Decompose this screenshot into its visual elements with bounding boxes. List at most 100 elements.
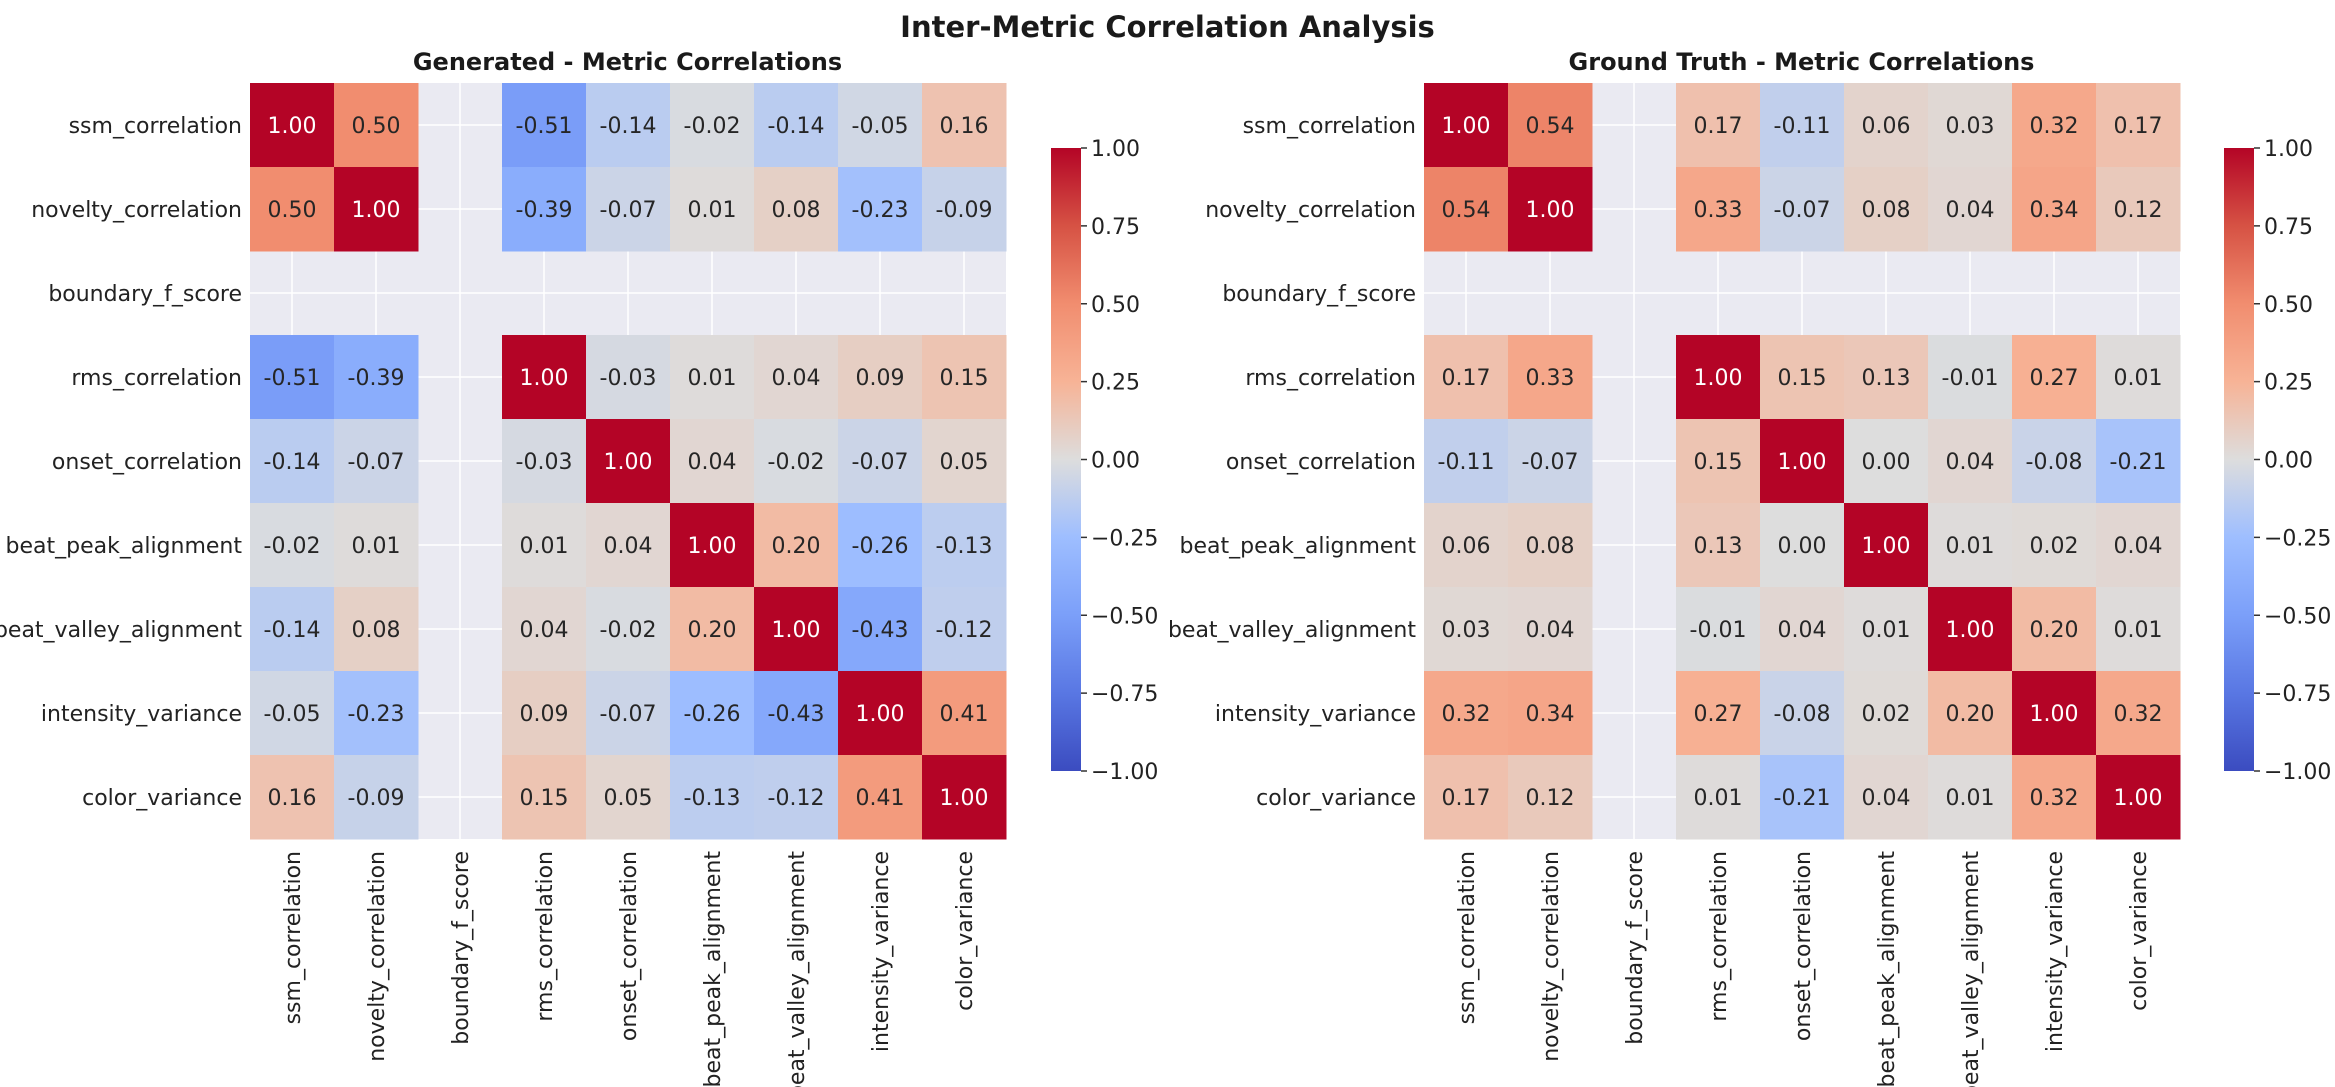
cell-value-label: 1.00 xyxy=(1526,198,1575,223)
colorbar-tick-label: 0.75 xyxy=(2264,215,2313,240)
cell-value-label: 0.20 xyxy=(1946,702,1995,727)
cell-value-label: -0.13 xyxy=(684,786,741,811)
cell-value-label: -0.02 xyxy=(600,618,657,643)
heatmap-panel-0: 1.00 0.50 -0.51 -0.14 -0.02 -0.14 -0.05 0.16 0.5… xyxy=(0,83,1158,1087)
y-tick-label: beat_valley_alignment xyxy=(1168,618,1416,643)
cell-value-label: 0.03 xyxy=(1442,618,1491,643)
cell-value-label: -0.12 xyxy=(768,786,825,811)
cell-value-label: 0.16 xyxy=(940,114,989,139)
heatmap-cell xyxy=(1928,587,2013,672)
cell-value-label: 0.01 xyxy=(688,366,737,391)
heatmap-cell xyxy=(1508,503,1593,588)
cell-value-label: 0.01 xyxy=(1946,534,1995,559)
heatmap-cell xyxy=(922,335,1007,420)
x-tick-label: intensity_variance xyxy=(2043,851,2068,1052)
cell-value-label: 0.41 xyxy=(940,702,989,727)
heatmap-cell xyxy=(1760,419,1845,504)
heatmap-cell xyxy=(670,587,755,672)
heatmap-cell xyxy=(670,167,755,252)
colorbar-tick-label: −0.25 xyxy=(1091,526,1158,551)
cell-value-label: 0.06 xyxy=(1442,534,1491,559)
heatmap-cell xyxy=(1424,419,1509,504)
x-tick-label: color_variance xyxy=(2127,851,2152,1011)
colorbar-tick-label: 1.00 xyxy=(2264,137,2313,162)
cell-value-label: 0.32 xyxy=(2030,114,2079,139)
cell-value-label: -0.12 xyxy=(936,618,993,643)
panel-title-generated: Generated - Metric Correlations xyxy=(412,48,843,76)
cell-value-label: 0.04 xyxy=(1946,450,1995,475)
x-tick-label: novelty_correlation xyxy=(365,851,390,1062)
heatmap-cell xyxy=(250,335,335,420)
heatmap-cell xyxy=(1844,671,1929,756)
heatmap-cell xyxy=(1844,419,1929,504)
cell-value-label: -0.39 xyxy=(516,198,573,223)
heatmap-cell xyxy=(1676,671,1761,756)
heatmap-cell xyxy=(838,419,923,504)
cell-value-label: -0.02 xyxy=(768,450,825,475)
heatmap-cell xyxy=(334,503,419,588)
cell-value-label: 0.33 xyxy=(1694,198,1743,223)
figure-title: Inter-Metric Correlation Analysis xyxy=(900,10,1435,44)
y-tick-label: onset_correlation xyxy=(52,450,242,475)
heatmap-cell xyxy=(1508,335,1593,420)
cell-value-label: 0.00 xyxy=(1862,450,1911,475)
heatmap-cell xyxy=(1424,167,1509,252)
heatmap-cell xyxy=(1844,167,1929,252)
heatmap-cell xyxy=(2096,335,2181,420)
heatmap-cell xyxy=(922,671,1007,756)
cell-value-label: -0.01 xyxy=(1942,366,1999,391)
cell-value-label: 0.15 xyxy=(940,366,989,391)
heatmap-cell xyxy=(586,755,671,840)
cell-value-label: 0.13 xyxy=(1862,366,1911,391)
cell-value-label: 0.27 xyxy=(1694,702,1743,727)
heatmap-cell xyxy=(502,671,587,756)
cell-value-label: 0.20 xyxy=(2030,618,2079,643)
heatmap-cell xyxy=(586,419,671,504)
colorbar-tick-label: 0.25 xyxy=(1091,371,1140,396)
heatmap-cell xyxy=(922,587,1007,672)
x-tick-label: boundary_f_score xyxy=(1623,851,1648,1045)
cell-value-label: -0.26 xyxy=(852,534,909,559)
heatmap-cell xyxy=(754,587,839,672)
x-tick-label: novelty_correlation xyxy=(1539,851,1564,1062)
heatmap-cell xyxy=(1760,335,1845,420)
cell-value-label: 1.00 xyxy=(2030,702,2079,727)
cell-value-label: 0.54 xyxy=(1526,114,1575,139)
colorbar-tick-label: −1.00 xyxy=(2264,760,2331,785)
y-tick-label: ssm_correlation xyxy=(69,114,242,139)
colorbar-tick-label: −0.50 xyxy=(1091,604,1158,629)
heatmap-cell xyxy=(502,755,587,840)
heatmap-cell xyxy=(586,167,671,252)
colorbar-tick-label: 0.50 xyxy=(1091,293,1140,318)
heatmap-cell xyxy=(586,83,671,168)
cell-value-label: 0.32 xyxy=(2030,786,2079,811)
colorbar-tick-label: −0.75 xyxy=(1091,682,1158,707)
cell-value-label: -0.03 xyxy=(516,450,573,475)
heatmap-cell xyxy=(670,671,755,756)
cell-value-label: -0.51 xyxy=(264,366,321,391)
cell-value-label: -0.02 xyxy=(264,534,321,559)
heatmap-cell xyxy=(1508,167,1593,252)
colorbar-tick-label: −0.75 xyxy=(2264,682,2331,707)
heatmap-cell xyxy=(2012,503,2097,588)
cell-value-label: 1.00 xyxy=(352,198,401,223)
heatmap-cell xyxy=(1508,587,1593,672)
heatmap-cell xyxy=(1676,83,1761,168)
cell-value-label: -0.05 xyxy=(264,702,321,727)
heatmap-cell xyxy=(1844,755,1929,840)
cell-value-label: 1.00 xyxy=(688,534,737,559)
heatmap-cell xyxy=(250,419,335,504)
cell-value-label: -0.43 xyxy=(852,618,909,643)
heatmap-cell xyxy=(922,167,1007,252)
cell-value-label: 1.00 xyxy=(2114,786,2163,811)
cell-value-label: 0.04 xyxy=(772,366,821,391)
cell-value-label: 0.17 xyxy=(2114,114,2163,139)
cell-value-label: -0.39 xyxy=(348,366,405,391)
cell-value-label: 0.04 xyxy=(1778,618,1827,643)
panel-title-ground-truth: Ground Truth - Metric Correlations xyxy=(1568,48,2035,76)
cell-value-label: 0.09 xyxy=(520,702,569,727)
heatmap-cell xyxy=(2012,335,2097,420)
cell-value-label: 0.15 xyxy=(1694,450,1743,475)
heatmap-cell xyxy=(334,755,419,840)
